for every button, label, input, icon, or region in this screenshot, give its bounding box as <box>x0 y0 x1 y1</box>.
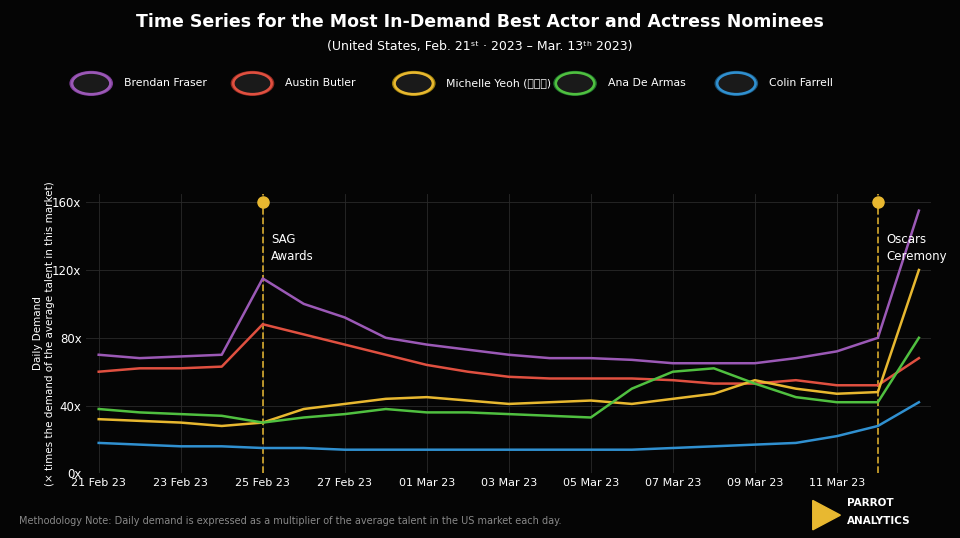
Text: ANALYTICS: ANALYTICS <box>847 516 910 526</box>
Text: (United States, Feb. 21ˢᵗ · 2023 – Mar. 13ᵗʰ 2023): (United States, Feb. 21ˢᵗ · 2023 – Mar. … <box>327 40 633 53</box>
Text: Methodology Note: Daily demand is expressed as a multiplier of the average talen: Methodology Note: Daily demand is expres… <box>19 516 562 526</box>
Text: PARROT: PARROT <box>847 498 894 508</box>
Text: Michelle Yeoh (杨紫瓊): Michelle Yeoh (杨紫瓊) <box>446 79 552 88</box>
Text: Colin Farrell: Colin Farrell <box>769 79 833 88</box>
Text: Austin Butler: Austin Butler <box>285 79 355 88</box>
Text: Time Series for the Most In-Demand Best Actor and Actress Nominees: Time Series for the Most In-Demand Best … <box>136 13 824 31</box>
Text: Oscars
Ceremony: Oscars Ceremony <box>886 232 947 263</box>
Text: Ana De Armas: Ana De Armas <box>608 79 685 88</box>
Text: Brendan Fraser: Brendan Fraser <box>124 79 206 88</box>
Text: SAG
Awards: SAG Awards <box>271 232 314 263</box>
Polygon shape <box>813 500 840 530</box>
Y-axis label: Daily Demand
(× times the demand of the average talent in this market): Daily Demand (× times the demand of the … <box>33 181 55 486</box>
